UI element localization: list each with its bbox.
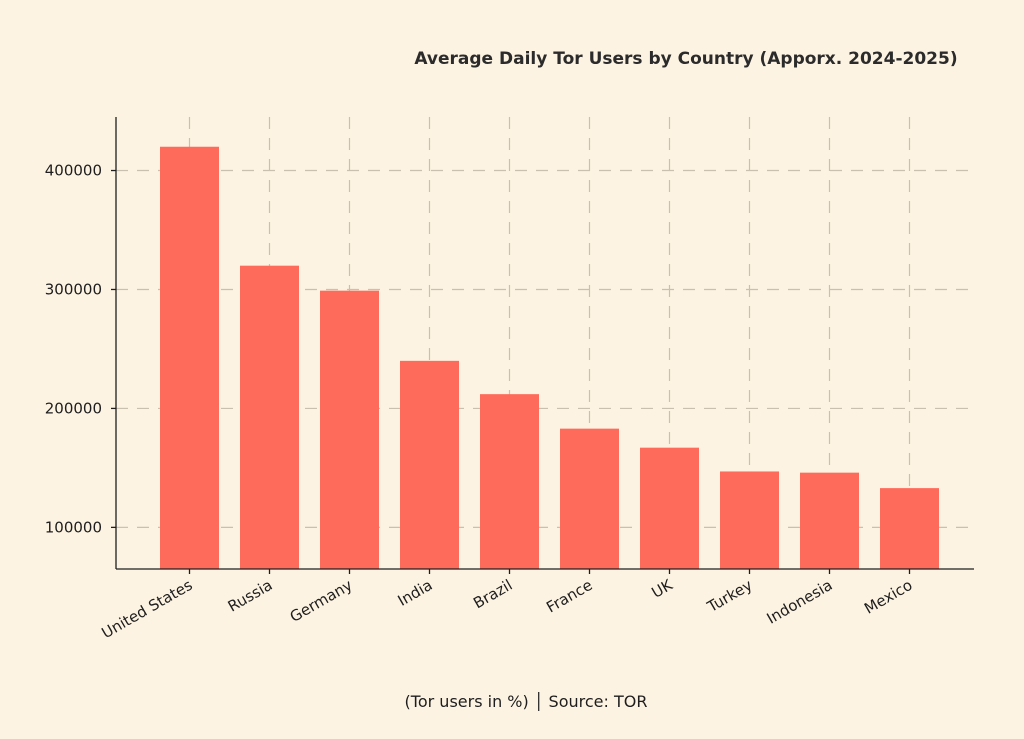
bar-mexico	[880, 488, 939, 569]
bar-uk	[640, 447, 699, 569]
axes	[111, 117, 974, 574]
bars	[160, 146, 939, 569]
x-tick-label-france: France	[543, 576, 595, 617]
bar-india	[400, 360, 459, 569]
x-tick-label-turkey: Turkey	[703, 576, 755, 617]
y-tick-labels: 100000 200000 300000 400000	[45, 162, 102, 537]
bar-germany	[320, 290, 379, 569]
y-tick-label: 100000	[45, 518, 102, 536]
x-tick-label-mexico: Mexico	[861, 576, 915, 618]
bar-indonesia	[800, 472, 859, 569]
bar-united-states	[160, 146, 219, 569]
x-tick-label-india: India	[395, 576, 436, 610]
bar-turkey	[720, 471, 779, 569]
bar-russia	[240, 265, 299, 569]
x-tick-label-uk: UK	[648, 575, 676, 602]
bar-brazil	[480, 394, 539, 569]
x-tick-labels: United States Russia Germany India Brazil Fra…	[99, 575, 916, 642]
chart-title: Average Daily Tor Users by Country (Appo…	[414, 49, 957, 69]
x-tick-label-indonesia: Indonesia	[764, 576, 836, 628]
chart-footer: (Tor users in %) │ Source: TOR	[405, 691, 648, 711]
y-tick-label: 300000	[45, 280, 102, 298]
x-tick-label-germany: Germany	[287, 576, 356, 626]
bar-france	[560, 428, 619, 569]
y-tick-label: 400000	[45, 162, 102, 180]
x-tick-label-russia: Russia	[225, 576, 276, 616]
y-tick-label: 200000	[45, 399, 102, 417]
x-tick-label-united-states: United States	[99, 576, 196, 642]
x-tick-label-brazil: Brazil	[470, 576, 515, 613]
